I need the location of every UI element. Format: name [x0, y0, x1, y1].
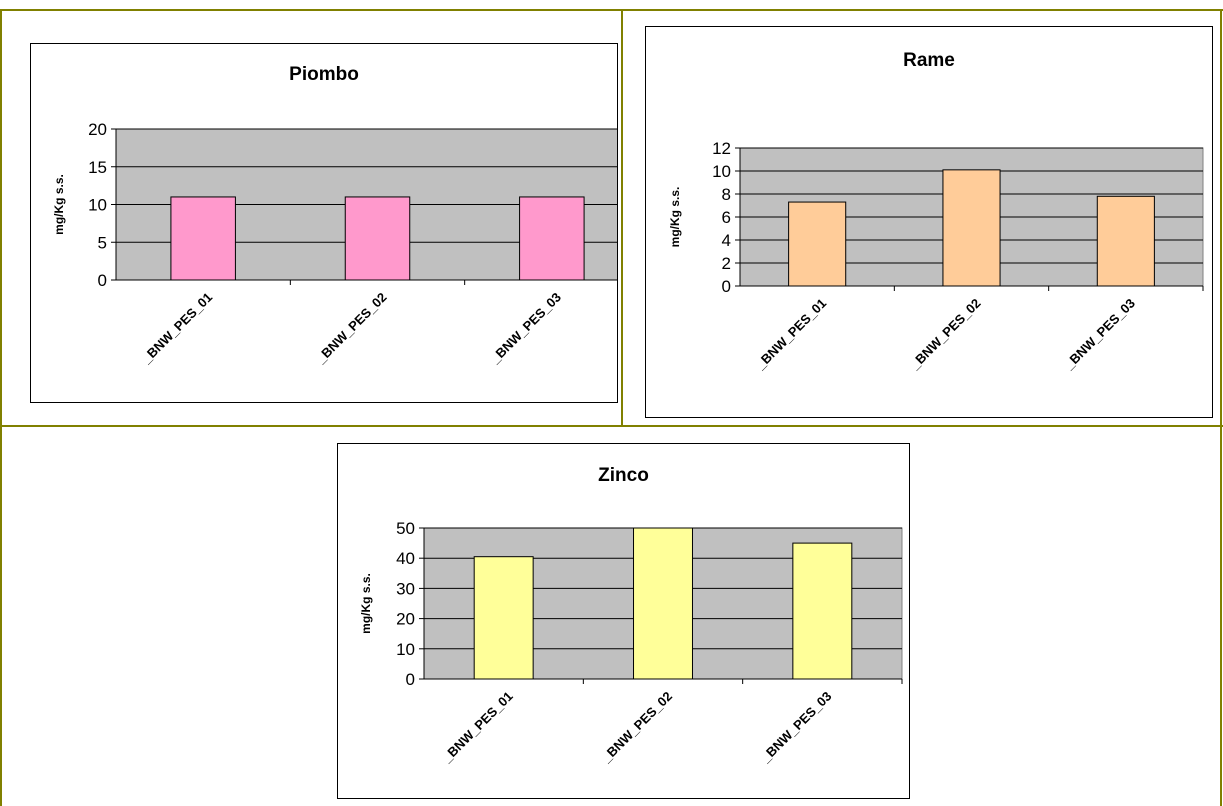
y-tick-label: 0 [406, 670, 415, 689]
y-tick-label: 4 [722, 231, 731, 250]
bar-bnw_pes_03 [792, 542, 853, 680]
chart-rame-svg: Rame 0 2 4 6 8 10 12 _BNW_PES_01 _BNW_PES_02 _BNW_… [668, 50, 1204, 373]
x-category-label: _BNW_PES_01 [752, 296, 829, 373]
bar-bnw_pes_01 [170, 196, 236, 281]
y-axis-label: mg/Kg s.s. [52, 174, 66, 235]
bar-bnw_pes_01 [788, 201, 847, 287]
x-category-label: _BNW_PES_01 [439, 689, 516, 766]
y-tick-label: 10 [712, 162, 731, 181]
y-tick-label: 5 [98, 233, 107, 252]
y-tick-label: 20 [88, 120, 107, 139]
frame-left-border [0, 9, 2, 806]
frame-right-border [1220, 9, 1222, 806]
x-category-label: _BNW_PES_03 [757, 689, 834, 766]
y-tick-label: 6 [722, 208, 731, 227]
bar-bnw_pes_02 [942, 169, 1001, 287]
x-category-label: _BNW_PES_02 [598, 689, 675, 766]
frame-top-border [0, 9, 1223, 11]
frame-middle-divider [0, 425, 1223, 427]
y-tick-label: 0 [722, 277, 731, 296]
chart-piombo-svg: Piombo 0 5 10 15 20 _BNW_PES_01 _BNW_PES_02 _BNW… [52, 64, 640, 367]
bar-bnw_pes_03 [1096, 195, 1155, 287]
y-tick-label: 20 [396, 610, 415, 629]
x-category-label: _BNW_PES_02 [906, 296, 983, 373]
y-tick-label: 12 [712, 139, 731, 158]
bar-bnw_pes_02 [633, 527, 693, 680]
chart-zinco: Zinco 0 10 20 30 40 50 _BNW_PES_01 _BNW_PES_02 _B… [337, 443, 910, 799]
y-tick-label: 10 [88, 196, 107, 215]
y-tick-label: 8 [722, 185, 731, 204]
y-tick-label: 50 [396, 519, 415, 538]
y-tick-label: 30 [396, 579, 415, 598]
x-category-label: _BNW_PES_03 [1061, 296, 1138, 373]
chart-rame: Rame 0 2 4 6 8 10 12 _BNW_PES_01 _BNW_PES_02 _BNW_… [645, 26, 1213, 418]
x-category-label: _BNW_PES_02 [312, 290, 389, 367]
chart-title: Zinco [598, 465, 649, 486]
y-tick-label: 15 [88, 158, 107, 177]
bar-bnw_pes_02 [344, 196, 411, 281]
y-tick-label: 10 [396, 640, 415, 659]
bar-bnw_pes_03 [519, 196, 585, 281]
chart-piombo: Piombo 0 5 10 15 20 _BNW_PES_01 _BNW_PES_02 _BNW… [30, 43, 640, 403]
frame-column-divider [621, 9, 623, 427]
x-category-label: _BNW_PES_03 [487, 290, 564, 367]
y-axis-label: mg/Kg s.s. [668, 187, 682, 248]
bar-bnw_pes_01 [473, 556, 534, 680]
y-tick-label: 0 [98, 271, 107, 290]
chart-title: Rame [903, 50, 955, 71]
chart-zinco-svg: Zinco 0 10 20 30 40 50 _BNW_PES_01 _BNW_PES_02 _B… [359, 465, 903, 766]
y-tick-label: 2 [722, 254, 731, 273]
chart-title: Piombo [289, 64, 359, 85]
y-tick-label: 40 [396, 549, 415, 568]
y-axis-label: mg/Kg s.s. [359, 573, 373, 634]
x-category-label: _BNW_PES_01 [138, 290, 215, 367]
